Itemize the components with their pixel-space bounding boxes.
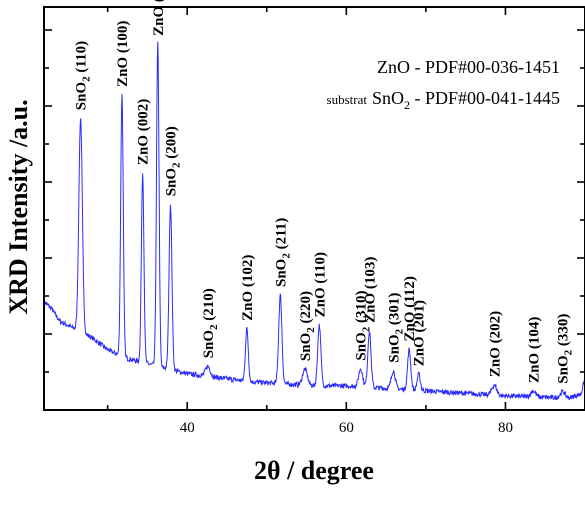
peak-label: ZnO (110)	[312, 252, 328, 317]
peak-label: ZnO (112)	[402, 276, 418, 341]
x-tick-labels: 40 60 80	[180, 420, 513, 436]
xrd-series-line	[43, 41, 585, 401]
peak-label: ZnO (002)	[136, 99, 152, 165]
legend-sub: 2	[404, 98, 410, 112]
peak-label: SnO2 (211)	[273, 218, 292, 287]
legend-prefix: substrat	[327, 92, 368, 107]
x-tick-label: 60	[339, 420, 354, 436]
peak-label: ZnO (100)	[115, 21, 131, 87]
legend-sno: SnO	[372, 88, 404, 108]
legend-line-1: ZnO - PDF#00-036-1451	[377, 57, 560, 77]
peak-label: ZnO (103)	[362, 257, 378, 323]
peak-label: SnO2 (210)	[201, 288, 220, 358]
peak-label: SnO2 (220)	[298, 291, 317, 361]
peak-label: SnO2 (301)	[386, 293, 405, 363]
x-tick-label: 80	[498, 420, 513, 436]
peak-label: ZnO (101)	[151, 0, 167, 36]
peak-label: SnO2 (200)	[164, 126, 183, 196]
peak-label: ZnO (104)	[526, 317, 542, 383]
peak-label: ZnO (201)	[412, 300, 428, 366]
x-tick-label: 40	[180, 420, 195, 436]
legend-suffix: - PDF#00-041-1445	[410, 88, 560, 108]
peak-label: SnO2 (310)	[354, 290, 373, 360]
x-axis-title: 2θ / degree	[254, 456, 374, 485]
legend-line-2: substrat SnO2 - PDF#00-041-1445	[327, 88, 560, 112]
peak-labels: SnO2 (110) ZnO (100) ZnO (002) ZnO (101) SnO…	[74, 0, 575, 384]
y-axis-title: XRD Intensity /a.u.	[4, 99, 33, 314]
peak-label: ZnO (202)	[487, 311, 503, 377]
peak-label: ZnO (102)	[240, 255, 256, 321]
plot-frame	[43, 6, 585, 411]
peak-label: SnO2 (110)	[74, 41, 93, 110]
legend: ZnO - PDF#00-036-1451 substrat SnO2 - PDF…	[327, 57, 560, 112]
series-layer	[43, 41, 585, 401]
peak-label: SnO2 (330)	[556, 314, 575, 384]
